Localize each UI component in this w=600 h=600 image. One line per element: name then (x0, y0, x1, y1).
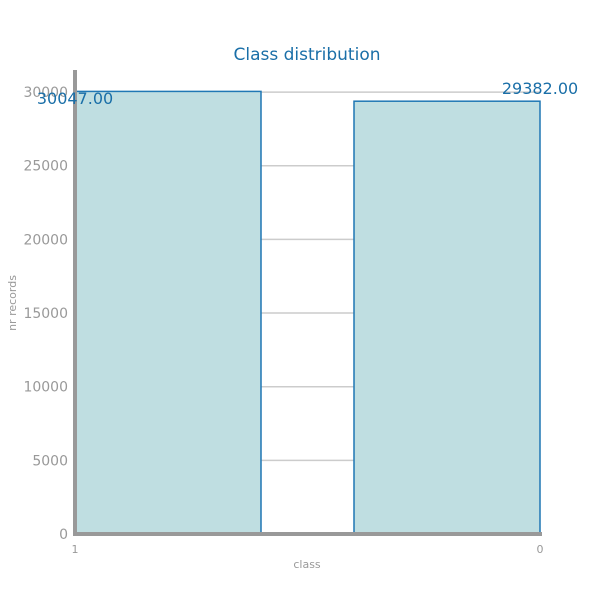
y-tick-label: 20000 (23, 232, 68, 248)
axes (73, 70, 542, 536)
y-tick-label: 0 (59, 527, 68, 543)
data-label: 30047.00 (37, 89, 113, 108)
bars (74, 90, 541, 535)
y-tick-label: 10000 (23, 380, 68, 396)
bar (74, 90, 262, 535)
x-axis-label: class (293, 558, 321, 571)
y-tick-label: 5000 (32, 453, 68, 469)
x-tick-label: 0 (537, 543, 544, 556)
data-label: 29382.00 (502, 79, 578, 98)
y-tick-label: 30000 (23, 85, 68, 101)
y-axis-label: nr records (6, 275, 19, 331)
y-tick-label: 15000 (23, 306, 68, 322)
bar (353, 100, 541, 535)
chart-title: Class distribution (233, 45, 380, 65)
data-labels: 30047.00 29382.00 (37, 79, 578, 108)
y-tick-label: 25000 (23, 159, 68, 175)
x-tick-label: 1 (72, 543, 79, 556)
